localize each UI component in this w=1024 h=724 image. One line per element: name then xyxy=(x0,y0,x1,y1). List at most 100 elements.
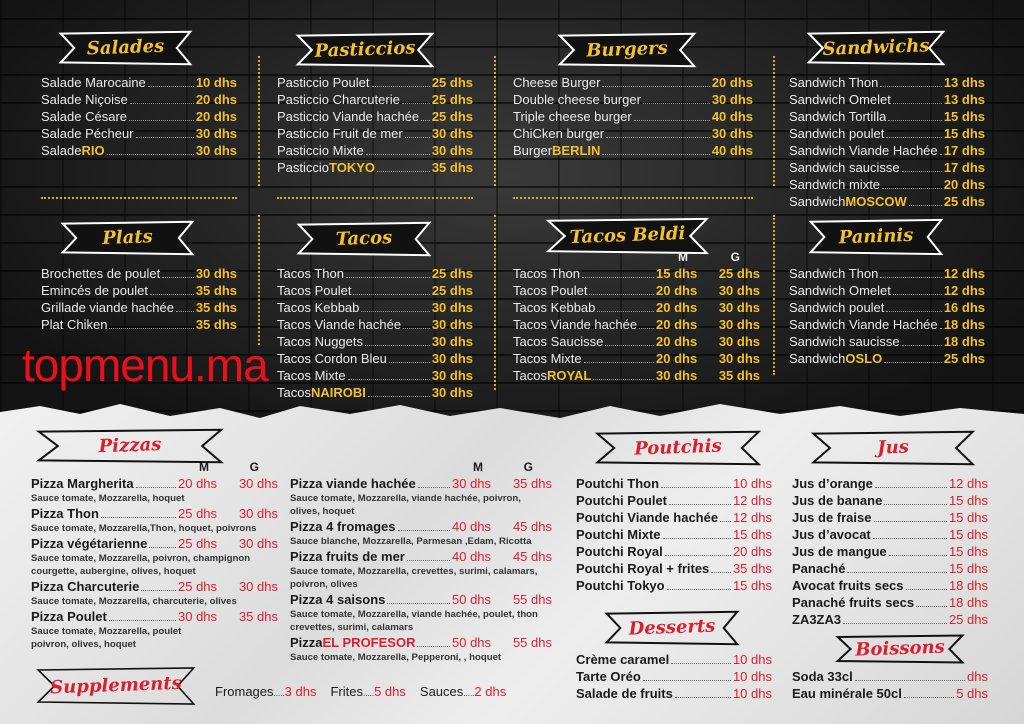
item-highlight: MOSCOW xyxy=(845,194,907,209)
menu-item: Crème caramel 10 dhs xyxy=(576,651,772,668)
dot-leader xyxy=(347,379,430,380)
item-name: Sandwich saucisse xyxy=(789,160,900,175)
item-price: 50 dhs xyxy=(452,592,492,607)
menu-item: Burger BERLIN 40 dhs xyxy=(513,142,753,159)
item-price-g: 30 dhs xyxy=(238,536,278,551)
item-name: Sandwich Omelet xyxy=(789,283,891,298)
banner-jus: Jus xyxy=(810,430,976,466)
item-name: Poutchi Royal xyxy=(576,544,663,559)
item-price: 20 dhs xyxy=(195,92,237,107)
item-highlight: BERLIN xyxy=(552,143,601,158)
supplement-price: 2 dhs xyxy=(474,684,507,699)
dot-leader xyxy=(671,663,731,664)
item-price-g: 30 dhs xyxy=(718,300,760,315)
item-name: Sandwich mixte xyxy=(789,177,881,192)
item-name: Jus de fraise xyxy=(792,510,872,525)
menu-item: Tarte Oréo 10 dhs xyxy=(576,668,772,685)
item-price: 30 dhs xyxy=(431,126,473,141)
item-price: 20 dhs xyxy=(656,317,698,332)
supplement-item: Fromages.....3 dhs xyxy=(215,684,316,699)
item-price: 35 dhs xyxy=(431,160,473,175)
dot-leader xyxy=(367,396,430,397)
item-price: 15 dhs xyxy=(732,578,772,593)
menu-item: Triple cheese burger 40 dhs xyxy=(513,108,753,125)
item-price: 18 dhs xyxy=(943,317,985,332)
item-name: Tacos Mixte xyxy=(277,368,346,383)
dot-leader xyxy=(639,328,654,329)
dot-leader xyxy=(417,487,450,488)
item-name: ZA3ZA3 xyxy=(792,612,842,627)
dot-leader xyxy=(901,171,942,172)
menu-item: Brochettes de poulet 30 dhs xyxy=(41,265,237,282)
item-price: 30 dhs xyxy=(178,609,218,624)
dot-leader xyxy=(711,572,731,573)
menu-item: Pasticcio Poulet 25 dhs xyxy=(277,74,473,91)
menu-item: Tacos Viande hachée 30 dhs xyxy=(277,316,473,333)
item-name: Tacos Viande hachée xyxy=(513,317,638,332)
item-price: 20 dhs xyxy=(656,334,698,349)
item-price: 15 dhs xyxy=(943,109,985,124)
size-header-g: G xyxy=(523,460,533,474)
item-name: Sandwich Omelet xyxy=(789,92,891,107)
dot-leader xyxy=(886,311,942,312)
item-name: Tacos xyxy=(277,385,311,400)
item-price: 30 dhs xyxy=(711,126,753,141)
dot-leader xyxy=(905,589,947,590)
item-price: 20 dhs xyxy=(178,476,218,491)
menu-item: Pasticcio Charcuterie 25 dhs xyxy=(277,91,473,108)
menu-item: Tacos Poulet 20 dhs 30 dhs xyxy=(513,282,760,299)
item-name: Jus d’avocat xyxy=(792,527,871,542)
menu-item: Jus de mangue 15 dhs xyxy=(792,543,988,560)
menu-item: Pizza EL PROFESOR 50 dhs 55 dhs xyxy=(290,634,552,651)
item-description: Sauce tomate, Mozzarella, poulet poivron… xyxy=(31,626,182,650)
item-price: 17 dhs xyxy=(943,143,985,158)
section-tacos_beldi: M G Tacos Thon 15 dhs 25 dhs Tacos Poulet 20 d… xyxy=(513,250,760,384)
item-price-g: 30 dhs xyxy=(238,579,278,594)
item-name: Sandwich Tortilla xyxy=(789,109,887,124)
menu-item: Double cheese burger 30 dhs xyxy=(513,91,753,108)
item-name: Panaché fruits secs xyxy=(792,595,915,610)
dot-leader xyxy=(939,328,942,329)
item-price: 30 dhs xyxy=(195,266,237,281)
item-price: 15 dhs xyxy=(656,266,698,281)
item-price: 25 dhs xyxy=(431,75,473,90)
item-name: Sandwich Thon xyxy=(789,75,879,90)
menu-item: Poutchi Mixte 15 dhs xyxy=(576,526,772,543)
item-price-g: 35 dhs xyxy=(512,476,552,491)
menu-item: Sandwich Thon 13 dhs xyxy=(789,74,985,91)
item-description: Sauce tomate, Mozzarella, Pepperoni, , h… xyxy=(290,652,502,663)
size-header-m: M xyxy=(199,460,209,474)
menu-item: Sandwich poulet 15 dhs xyxy=(789,125,985,142)
item-price: 35 dhs xyxy=(195,317,237,332)
divider xyxy=(494,215,496,390)
item-name: Soda 33cl xyxy=(792,669,853,684)
item-name: Tacos Cordon Bleu xyxy=(277,351,387,366)
ribbon-icon xyxy=(60,220,195,256)
item-price: 10 dhs xyxy=(732,652,772,667)
dot-leader xyxy=(854,680,966,681)
item-name: Salade Pécheur xyxy=(41,126,134,141)
dot-leader xyxy=(109,328,194,329)
item-price: 20 dhs xyxy=(711,75,753,90)
item-name: Grillade viande hachée xyxy=(41,300,174,315)
item-price: 25 dhs xyxy=(943,194,985,209)
banner-tacos_beldi: Tacos Beldi xyxy=(545,217,710,255)
divider xyxy=(494,56,496,186)
dot-leader xyxy=(583,362,654,363)
section-burgers: Cheese Burger 20 dhs Double cheese burger 3… xyxy=(513,74,753,159)
menu-item: Jus d’orange 12 dhs xyxy=(792,475,988,492)
item-name: ChiCken burger xyxy=(513,126,605,141)
item-price: 15 dhs xyxy=(948,493,988,508)
item-price-g: 45 dhs xyxy=(512,549,552,564)
dot-leader xyxy=(593,379,654,380)
item-price: 30 dhs xyxy=(195,126,237,141)
menu-item: Pasticcio Fruit de mer 30 dhs xyxy=(277,125,473,142)
menu-item: Tacos Nuggets 30 dhs xyxy=(277,333,473,350)
dot-leader xyxy=(377,171,430,172)
item-name: Cheese Burger xyxy=(513,75,601,90)
item-price: 18 dhs xyxy=(948,595,988,610)
dot-leader xyxy=(872,538,947,539)
menu-item: Pizza Poulet 30 dhs 35 dhs xyxy=(31,608,278,625)
dot-leader xyxy=(606,137,710,138)
dot-leader xyxy=(908,205,942,206)
